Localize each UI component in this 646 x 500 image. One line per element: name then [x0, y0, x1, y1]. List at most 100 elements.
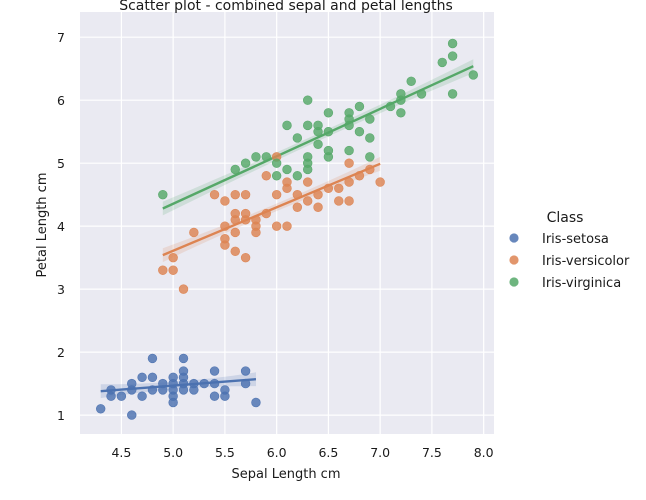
iris-virginica-point — [385, 101, 396, 112]
y-tick-label: 4 — [57, 219, 65, 234]
x-tick-label: 7.0 — [370, 445, 390, 460]
iris-virginica-point — [323, 145, 334, 156]
x-tick-label: 4.5 — [111, 445, 131, 460]
iris-virginica-point — [365, 152, 375, 162]
tick-labels: 4.5 5.0 5.5 6.0 6.5 7.0 7.5 8.0 1 2 3 4 5 6 7 — [57, 30, 494, 460]
iris-versicolor-point — [303, 196, 313, 206]
iris-virginica-point — [303, 152, 313, 162]
iris-versicolor-point — [158, 265, 168, 275]
iris-setosa-point — [137, 372, 147, 383]
iris-versicolor-point — [344, 158, 354, 168]
iris-virginica-point — [261, 152, 271, 162]
iris-versicolor-point — [354, 171, 365, 181]
data-points — [95, 38, 478, 420]
y-axis-label: Petal Length cm — [35, 173, 50, 278]
iris-virginica-legend-label: Iris-virginica — [542, 276, 621, 291]
grid — [80, 12, 494, 434]
y-tick-label: 3 — [57, 282, 65, 297]
x-axis-label: Sepal Length cm — [232, 467, 341, 482]
iris-versicolor-point — [230, 227, 240, 238]
iris-setosa-point — [147, 372, 158, 383]
iris-versicolor-point — [271, 189, 282, 200]
iris-virginica-point — [437, 57, 447, 68]
iris-versicolor-point — [168, 265, 178, 275]
iris-virginica-point — [292, 133, 303, 143]
iris-virginica-point — [323, 126, 334, 137]
iris-setosa-point — [127, 378, 137, 389]
iris-setosa-point — [209, 378, 220, 389]
iris-setosa-point — [168, 372, 178, 383]
iris-virginica-point — [292, 171, 303, 181]
iris-versicolor-point — [220, 196, 230, 206]
iris-virginica-point — [271, 171, 282, 181]
iris-virginica-point — [468, 70, 478, 80]
iris-versicolor-point — [313, 189, 323, 200]
iris-versicolor-point — [292, 189, 303, 200]
iris-versicolor-point — [375, 177, 385, 187]
iris-setosa-point — [106, 385, 116, 395]
iris-virginica-legend-marker — [509, 277, 519, 287]
iris-versicolor-point — [220, 221, 230, 231]
iris-versicolor-point — [240, 252, 251, 263]
iris-virginica-point — [344, 108, 354, 118]
iris-virginica-point — [251, 152, 261, 162]
iris-setosa-point — [95, 404, 106, 414]
iris-versicolor-point — [230, 208, 240, 219]
iris-versicolor-point — [240, 208, 251, 219]
iris-setosa-point — [189, 378, 199, 389]
iris-setosa-point — [178, 366, 189, 376]
iris-versicolor-point — [282, 221, 292, 231]
iris-setosa-point — [251, 397, 261, 408]
y-tick-label: 2 — [57, 345, 65, 360]
iris-versicolor-point — [292, 202, 303, 212]
iris-virginica-point — [396, 89, 406, 99]
iris-setosa-point — [209, 391, 220, 401]
iris-setosa-point — [147, 385, 158, 395]
iris-virginica-point — [271, 158, 282, 168]
iris-virginica-point — [323, 108, 334, 118]
iris-virginica-point — [406, 76, 416, 86]
iris-setosa-point — [199, 378, 209, 389]
iris-virginica-point — [282, 120, 292, 131]
y-tick-label: 5 — [57, 156, 65, 171]
legend-title: Class — [547, 210, 584, 226]
iris-versicolor-point — [334, 183, 344, 194]
iris-setosa-point — [240, 378, 251, 389]
iris-versicolor-point — [209, 189, 220, 200]
iris-versicolor-point — [168, 252, 178, 263]
iris-virginica-point — [303, 120, 313, 131]
iris-versicolor-point — [344, 196, 354, 206]
iris-versicolor-point — [220, 234, 230, 244]
iris-versicolor-point — [251, 215, 261, 225]
iris-versicolor-point — [313, 202, 323, 212]
iris-setosa-regression-line — [100, 378, 257, 393]
iris-virginica-point — [365, 114, 375, 124]
iris-versicolor-point — [282, 177, 292, 187]
iris-setosa-point — [178, 353, 189, 364]
iris-versicolor-point — [365, 164, 375, 175]
iris-setosa-point — [220, 385, 230, 395]
iris-virginica-point — [416, 89, 427, 99]
iris-versicolor-point — [230, 246, 240, 257]
iris-virginica-point — [447, 38, 458, 49]
legend: Iris-setosa Iris-versicolor Iris-virginica — [509, 232, 630, 291]
iris-versicolor-point — [261, 208, 271, 219]
iris-setosa-point — [147, 353, 158, 364]
iris-setosa-point — [127, 410, 137, 420]
regression-lines — [100, 59, 474, 399]
chart-title: Scatter plot - combined sepal and petal … — [119, 0, 453, 14]
iris-versicolor-point — [334, 196, 344, 206]
iris-virginica-point — [447, 89, 458, 99]
iris-setosa-point — [158, 378, 168, 389]
iris-virginica-point — [303, 95, 313, 105]
x-tick-label: 8.0 — [474, 445, 494, 460]
iris-setosa-legend-marker — [509, 233, 519, 243]
x-tick-label: 5.0 — [163, 445, 183, 460]
iris-setosa-legend-label: Iris-setosa — [542, 232, 609, 247]
iris-versicolor-legend-label: Iris-versicolor — [542, 254, 630, 269]
iris-virginica-point — [230, 164, 240, 175]
iris-virginica-point — [158, 189, 168, 200]
iris-virginica-point — [282, 164, 292, 175]
iris-virginica-point — [396, 108, 406, 118]
